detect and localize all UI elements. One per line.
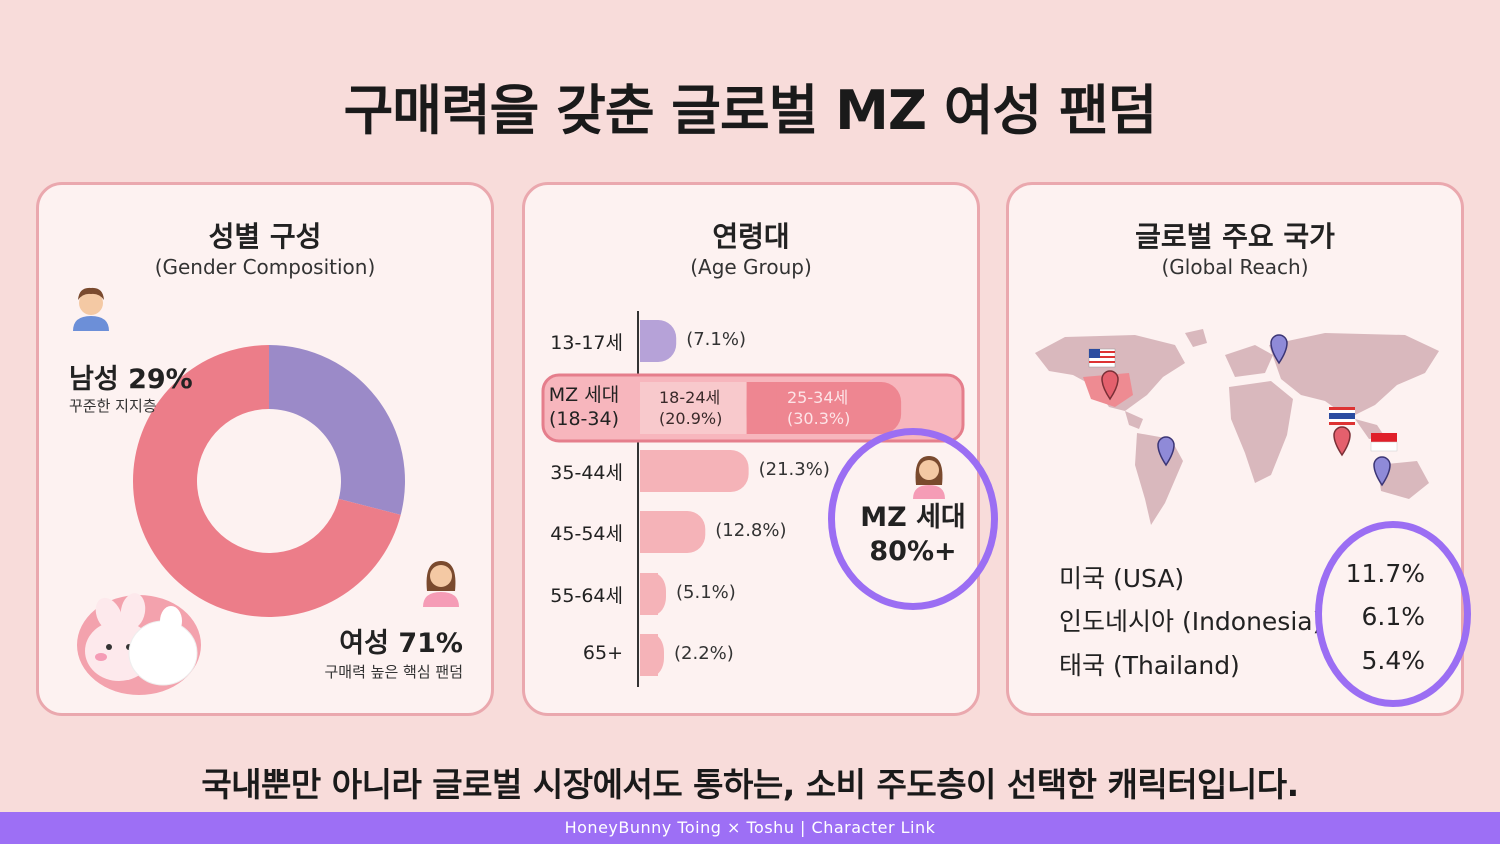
europe-shape [1225,345,1273,377]
age-bar-25-34 [746,382,902,434]
female-avatar-icon [423,561,459,607]
age-bar-base-3 [640,511,658,553]
africa-shape [1229,381,1293,483]
age-category-label: 45-54세 [550,523,623,545]
age-value-label: (12.8%) [715,520,787,541]
mz-segment-18-24-value: (20.9%) [659,409,723,428]
global-card: 글로벌 주요 국가 (Global Reach) [1006,182,1471,716]
age-bar-base-2 [640,450,658,492]
gender-card: 성별 구성 (Gender Composition) 남성 29% [36,182,494,716]
thailand-flag-icon [1329,407,1355,425]
mz-category-label-line2: (18-34) [548,408,620,430]
donut-slice-female [132,345,401,617]
age-bar-2 [640,450,749,492]
age-category-label: 65+ [582,642,623,664]
indonesia-pin-icon [1373,456,1391,487]
mz-category-label: MZ 세대 (18-34) [539,383,629,431]
age-value-label: (7.1%) [686,329,746,350]
gender-donut-chart [73,287,459,695]
age-value-label: (2.2%) [674,643,734,664]
south-america-pin-icon [1157,436,1175,467]
global-card-subtitle: (Global Reach) [1161,255,1309,279]
gender-card-subtitle: (Gender Composition) [154,255,376,279]
mz-category-label-line1: MZ 세대 [548,384,620,406]
age-bar-base-0 [640,320,658,362]
indonesia-flag-icon [1370,433,1398,452]
thailand-pin-icon [1333,426,1351,457]
mz-badge: MZ 세대 80%+ [845,501,981,569]
age-card-subtitle: (Age Group) [690,255,812,279]
central-america-shape [1125,411,1143,429]
age-bar-18-24 [640,382,767,434]
age-bar-base-5 [640,634,658,676]
bunny-mascot-icon [77,593,201,695]
age-bar-base-4 [640,573,658,615]
male-description: 꾸준한 지지층 [69,397,157,415]
mz-segment-25-34-label: 25-34세 [787,388,849,407]
page-title: 구매력을 갖춘 글로벌 MZ 여성 팬덤 [343,79,1158,142]
age-value-label: (5.1%) [676,582,736,603]
greenland-shape [1185,329,1207,347]
asia-pin-icon [1270,334,1288,365]
mz-segment-25-34-value: (30.3%) [787,409,851,428]
mz-segment-25-34: 25-34세 (30.3%) [787,387,850,429]
mz-badge-circle [828,428,998,610]
country-values-highlight-circle [1315,521,1471,707]
country-name: 인도네시아 (Indonesia) [1059,607,1323,636]
usa-flag-icon [1088,348,1116,368]
male-percent-label: 남성 29% [69,364,193,395]
mz-segment-18-24: 18-24세 (20.9%) [659,387,722,429]
usa-pin-icon [1101,370,1119,401]
age-category-label: 55-64세 [550,585,623,607]
age-bar-25-34-join [746,382,777,434]
global-card-title: 글로벌 주요 국가 [1135,220,1335,253]
age-value-label: (21.3%) [758,459,830,480]
mz-badge-line1: MZ 세대 [860,502,966,533]
asia-shape [1269,333,1439,415]
donut-slice-male [269,345,405,515]
female-description: 구매력 높은 핵심 팬덤 [324,663,463,681]
age-category-label: 13-17세 [550,332,623,354]
mz-segment-18-24-label: 18-24세 [659,388,721,407]
australia-shape [1377,461,1429,499]
world-map [1035,329,1439,525]
age-card-title: 연령대 [712,220,790,253]
country-name: 미국 (USA) [1059,564,1185,593]
country-name: 태국 (Thailand) [1059,651,1240,680]
age-card: 연령대 (Age Group) 13-17세 (7.1%) 35-44세 (21.3%… [522,182,998,716]
female-percent-label: 여성 71% [339,628,463,659]
male-avatar-icon [73,287,109,331]
mz-badge-line2: 80%+ [869,536,957,567]
footer-bar: HoneyBunny Toing × Toshu | Character Lin… [0,812,1500,844]
age-bar-chart [541,311,965,687]
bottom-tagline: 국내뿐만 아니라 글로벌 시장에서도 통하는, 소비 주도층이 선택한 캐릭터입… [201,765,1299,804]
gender-card-title: 성별 구성 [208,220,322,253]
age-category-label: 35-44세 [550,462,623,484]
